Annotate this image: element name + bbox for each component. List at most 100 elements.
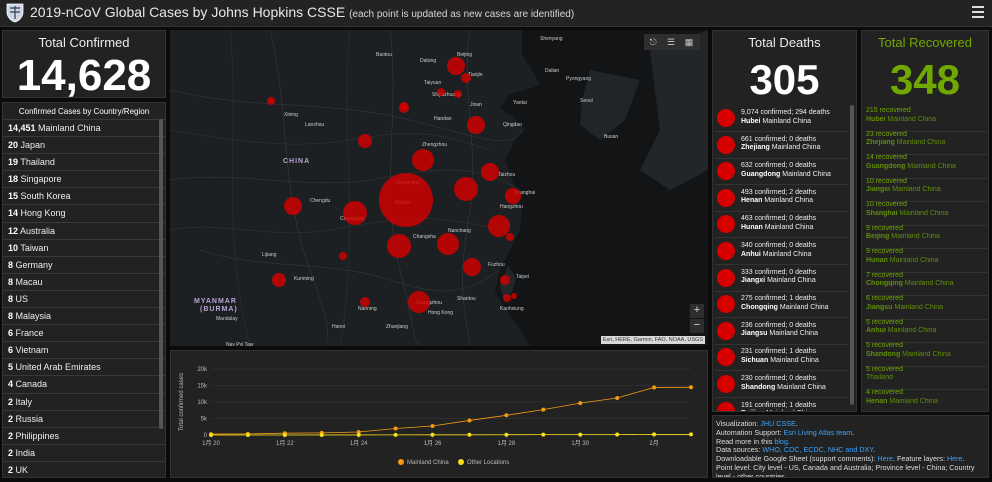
case-bubble[interactable]: [467, 116, 485, 134]
data-point[interactable]: [615, 432, 620, 437]
legend-label[interactable]: Other Locations: [467, 460, 509, 466]
data-point[interactable]: [652, 385, 657, 390]
hamburger-menu-icon[interactable]: [972, 6, 984, 18]
case-bubble[interactable]: [437, 233, 459, 255]
deaths-row[interactable]: 661 confirmed; 0 deaths Zhejiang Mainland…: [715, 132, 849, 159]
country-row[interactable]: 2 India: [3, 445, 165, 462]
zoom-in-button[interactable]: +: [690, 304, 704, 318]
data-point[interactable]: [652, 432, 657, 437]
recovered-row[interactable]: 4 recovered Henan Mainland China: [866, 389, 988, 411]
data-point[interactable]: [393, 432, 398, 437]
data-point[interactable]: [689, 432, 693, 437]
deaths-row[interactable]: 9,074 confirmed; 294 deaths Hubei Mainlan…: [715, 105, 849, 132]
recovered-row[interactable]: 10 recovered Shanghai Mainland China: [866, 201, 988, 226]
case-bubble[interactable]: [339, 252, 347, 260]
data-point[interactable]: [245, 432, 250, 437]
deaths-row[interactable]: 632 confirmed; 0 deaths Guangdong Mainlan…: [715, 158, 849, 186]
legend-marker[interactable]: [398, 459, 404, 465]
case-bubble[interactable]: [461, 73, 471, 83]
country-row[interactable]: 6 France: [3, 325, 165, 343]
deaths-row[interactable]: 231 confirmed; 1 deaths Sichuan Mainland …: [715, 344, 849, 372]
recovered-row[interactable]: 23 recovered Zhejiang Mainland China: [866, 131, 988, 155]
legend-marker[interactable]: [458, 459, 464, 465]
country-row[interactable]: 8 Germany: [3, 257, 165, 274]
deaths-row[interactable]: 230 confirmed; 0 deaths Shandong Mainland…: [715, 371, 849, 398]
deaths-row[interactable]: 463 confirmed; 0 deaths Hunan Mainland Ch…: [715, 211, 849, 239]
case-bubble[interactable]: [463, 258, 481, 276]
country-row[interactable]: 14 Hong Kong: [3, 205, 165, 223]
data-point[interactable]: [356, 429, 361, 434]
country-row[interactable]: 2 Philippines: [3, 428, 165, 445]
case-bubble[interactable]: [387, 234, 411, 258]
deaths-row[interactable]: 236 confirmed; 0 deaths Jiangsu Mainland …: [715, 318, 849, 345]
deaths-row[interactable]: 340 confirmed; 0 deaths Anhui Mainland Ch…: [715, 238, 849, 265]
data-point[interactable]: [541, 407, 546, 412]
deaths-row[interactable]: 493 confirmed; 2 deaths Henan Mainland Ch…: [715, 185, 849, 212]
data-point[interactable]: [504, 432, 509, 437]
case-bubble[interactable]: [506, 233, 514, 241]
data-point[interactable]: [615, 395, 620, 400]
map-attribution[interactable]: Esri, HERE, Garmin, FAO, NOAA, USGS: [600, 336, 705, 344]
case-bubble[interactable]: [408, 291, 430, 313]
data-point[interactable]: [282, 432, 287, 437]
deaths-row[interactable]: 191 confirmed; 1 deathsBeijing Mainland …: [715, 398, 849, 411]
recovered-row[interactable]: 10 recovered Jiangxi Mainland China: [866, 178, 988, 202]
data-sources-link[interactable]: WHO, CDC, ECDC, NHC and DXY: [762, 445, 874, 455]
country-row[interactable]: 2 Italy: [3, 394, 165, 411]
case-bubble[interactable]: [360, 297, 370, 307]
country-row[interactable]: 14,451 Mainland China: [3, 120, 165, 138]
deaths-row[interactable]: 333 confirmed; 0 deaths Jiangxi Mainland …: [715, 265, 849, 292]
deaths-list-scrollbar[interactable]: [850, 105, 854, 405]
country-row[interactable]: 20 Japan: [3, 137, 165, 155]
country-row[interactable]: 8 Malaysia: [3, 308, 165, 326]
bookmark-icon[interactable]: ⎋: [649, 37, 657, 47]
case-bubble[interactable]: [511, 293, 517, 299]
country-row[interactable]: 2 UK: [3, 462, 165, 477]
case-bubble[interactable]: [481, 163, 499, 181]
country-row[interactable]: 10 Taiwan: [3, 240, 165, 257]
country-row[interactable]: 5 United Arab Emirates: [3, 359, 165, 377]
case-bubble[interactable]: [437, 88, 445, 96]
recovered-row[interactable]: 5 recovered Shandong Mainland China: [866, 342, 988, 367]
recovered-row[interactable]: 7 recovered Chongqing Mainland China: [866, 272, 988, 296]
country-row[interactable]: 12 Australia: [3, 223, 165, 240]
jhu-csse-link[interactable]: JHU CSSE: [760, 419, 796, 428]
case-bubble[interactable]: [284, 197, 302, 215]
recovered-row[interactable]: 5 recovered Thailand: [866, 366, 988, 390]
country-row[interactable]: 8 US: [3, 291, 165, 309]
case-bubble[interactable]: [503, 294, 511, 302]
case-bubble[interactable]: [505, 188, 521, 204]
case-bubble[interactable]: [454, 177, 478, 201]
recovered-row[interactable]: 14 recovered Guangdong Mainland China: [866, 154, 988, 179]
country-row[interactable]: 19 Thailand: [3, 154, 165, 172]
case-bubble[interactable]: [399, 103, 409, 113]
country-row[interactable]: 2 Russia: [3, 411, 165, 428]
google-sheet-link[interactable]: Here: [877, 454, 894, 464]
zoom-out-button[interactable]: −: [690, 319, 704, 333]
case-bubble[interactable]: [500, 275, 510, 285]
recovered-row[interactable]: 5 recovered Anhui Mainland China: [866, 319, 988, 343]
country-list-scrollbar[interactable]: [159, 119, 163, 429]
recovered-list[interactable]: 215 recovered Hubei Mainland China 23 reco…: [862, 105, 988, 411]
case-bubble[interactable]: [454, 90, 462, 98]
data-point[interactable]: [504, 413, 509, 418]
data-point[interactable]: [689, 385, 693, 390]
data-point[interactable]: [430, 432, 435, 437]
country-row[interactable]: 15 South Korea: [3, 188, 165, 206]
data-point[interactable]: [578, 432, 583, 437]
case-bubble[interactable]: [412, 149, 434, 171]
data-point[interactable]: [393, 426, 398, 431]
recovered-row[interactable]: 9 recovered Hunan Mainland China: [866, 248, 988, 273]
deaths-row[interactable]: 275 confirmed; 1 deaths Chongqing Mainlan…: [715, 291, 849, 319]
recovered-row[interactable]: 6 recovered Jiangsu Mainland China: [866, 295, 988, 320]
case-bubble[interactable]: [343, 201, 367, 225]
recovered-row[interactable]: 9 recovered Beijing Mainland China: [866, 225, 988, 249]
country-row[interactable]: 4 Canada: [3, 376, 165, 394]
case-bubble[interactable]: [358, 134, 372, 148]
case-bubble[interactable]: [488, 215, 510, 237]
data-point[interactable]: [578, 401, 583, 406]
case-bubble[interactable]: [447, 57, 465, 75]
legend-list-icon[interactable]: ☰: [666, 37, 676, 47]
data-point[interactable]: [541, 432, 546, 437]
esri-living-atlas-link[interactable]: Esri Living Atlas team: [783, 427, 853, 437]
